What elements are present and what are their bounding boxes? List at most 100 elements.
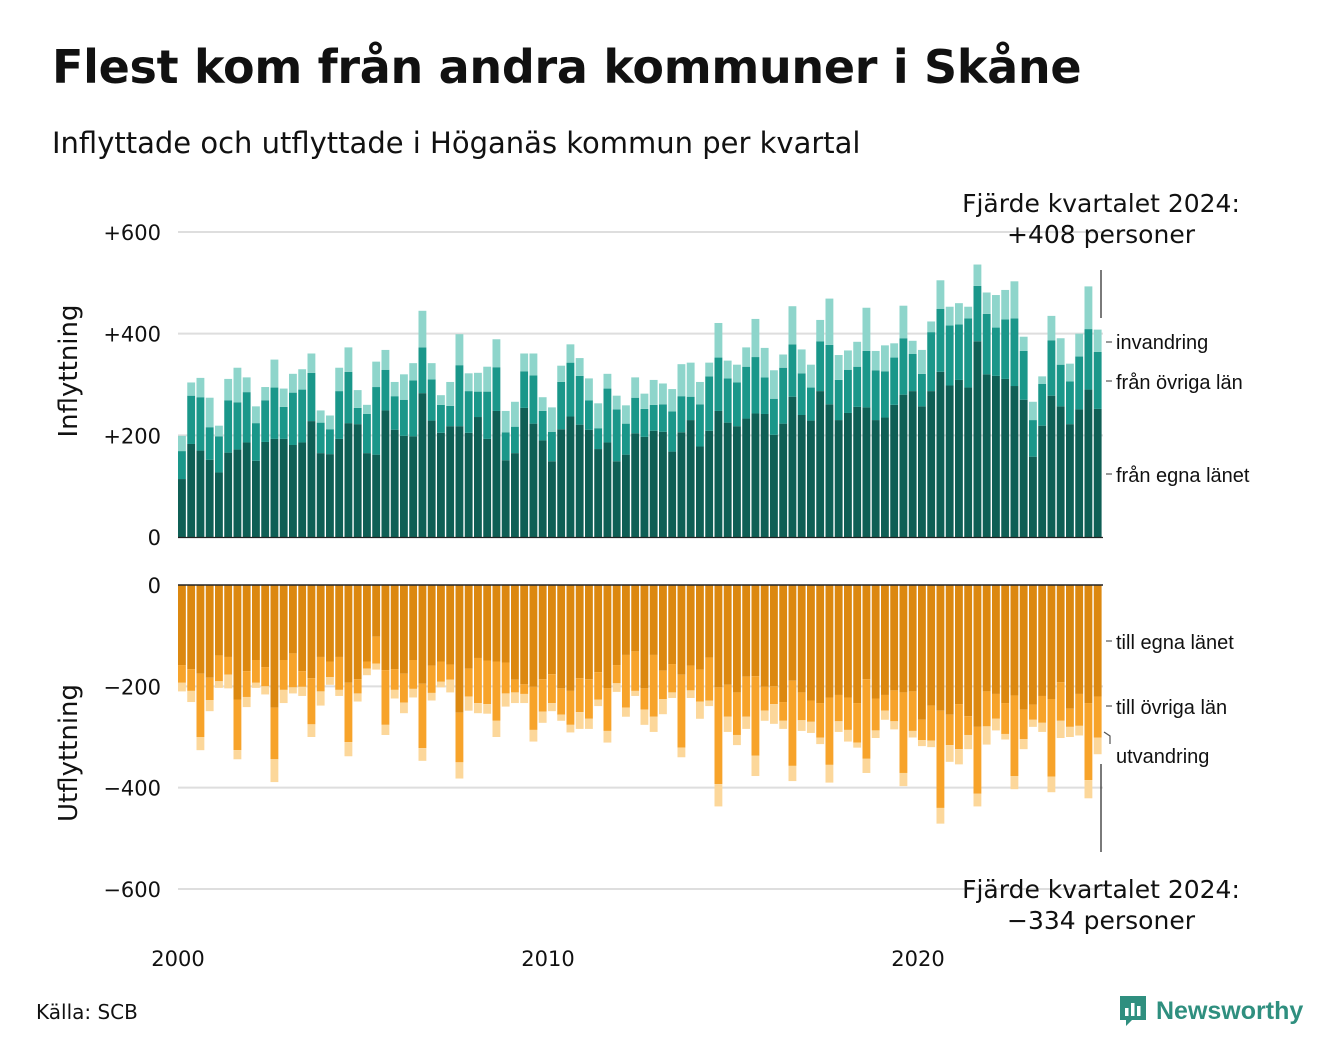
bar-in_ovriga-2002-Q4 [279, 406, 288, 439]
bar-out_utvandring-2020-Q2 [927, 740, 936, 748]
bar-in_invandring-2009-Q4 [538, 397, 547, 411]
bar-out_ovriga-2010-Q4 [575, 678, 584, 713]
bar-out_utvandring-2006-Q2 [409, 688, 418, 698]
bar-out_utvandring-2022-Q3 [1010, 776, 1019, 790]
bar-in_invandring-2002-Q3 [270, 359, 279, 388]
bar-out_ovriga-2013-Q4 [686, 665, 695, 691]
bar-in_egna-2008-Q2 [483, 438, 492, 537]
bar-out_ovriga-2018-Q4 [871, 698, 880, 731]
bar-out_egna-2021-Q1 [955, 585, 963, 705]
bar-in_egna-2022-Q4 [1019, 399, 1028, 537]
bar-in_egna-2019-Q2 [890, 404, 899, 537]
bar-out_utvandring-2017-Q4 [834, 721, 843, 732]
bar-in_ovriga-2016-Q1 [770, 398, 778, 435]
bar-out_egna-2018-Q3 [862, 585, 871, 680]
bar-in_ovriga-2022-Q3 [1010, 318, 1019, 387]
bar-out_utvandring-2023-Q3 [1047, 776, 1056, 793]
bar-in_egna-2008-Q3 [492, 410, 501, 537]
bar-out_ovriga-2017-Q2 [816, 703, 825, 738]
bar-out_egna-2018-Q1 [844, 585, 852, 698]
x-tick-2000: 2000 [151, 947, 204, 971]
bar-in_egna-2024-Q3 [1084, 389, 1093, 537]
bar-in_invandring-2007-Q2 [446, 381, 455, 406]
bar-out_egna-2009-Q3 [529, 585, 538, 687]
bar-out_egna-2000-Q4 [205, 585, 214, 678]
bar-out_egna-2007-Q3 [455, 585, 464, 713]
y-tick-labels: +600 +400 +200 0 0 −200 −400 −600 [103, 221, 161, 902]
bar-in_egna-2008-Q4 [501, 460, 510, 537]
bar-out_utvandring-2014-Q3 [714, 784, 723, 807]
bar-out_egna-2014-Q3 [714, 585, 723, 688]
bar-in_invandring-2004-Q4 [353, 390, 362, 408]
bar-out_ovriga-2009-Q3 [529, 686, 538, 730]
bar-out_ovriga-2000-Q2 [187, 669, 196, 691]
bar-out_utvandring-2001-Q3 [233, 750, 242, 760]
bar-out_egna-2013-Q3 [677, 585, 686, 675]
bar-out_egna-2017-Q2 [816, 585, 825, 704]
bar-out_ovriga-2022-Q2 [1001, 703, 1010, 734]
bar-out_ovriga-2013-Q3 [677, 674, 686, 748]
bar-out_utvandring-2018-Q1 [844, 729, 852, 742]
bar-in_invandring-2001-Q3 [233, 367, 242, 403]
bar-out_ovriga-2014-Q3 [714, 687, 723, 785]
bar-in_egna-2013-Q3 [677, 432, 686, 537]
bar-in_ovriga-2016-Q2 [779, 367, 788, 424]
bar-in_ovriga-2000-Q1 [178, 451, 186, 480]
bar-in_invandring-2018-Q3 [862, 307, 871, 351]
bar-in_ovriga-2019-Q1 [881, 371, 889, 418]
bar-in_egna-2013-Q1 [659, 431, 667, 537]
bar-in_ovriga-2007-Q3 [455, 365, 464, 427]
bar-in_egna-2014-Q3 [714, 410, 723, 537]
bar-out_egna-2015-Q4 [760, 585, 769, 687]
inflow-y-tick: +200 [103, 424, 161, 448]
bar-out_utvandring-2000-Q1 [178, 682, 186, 692]
bar-in_egna-2002-Q3 [270, 438, 279, 537]
bar-out_utvandring-2017-Q1 [807, 721, 815, 733]
bar-in_invandring-2011-Q4 [612, 395, 621, 410]
bar-in_ovriga-2021-Q3 [973, 285, 982, 342]
bar-out_ovriga-2006-Q1 [400, 673, 408, 703]
bar-in_ovriga-2024-Q4 [1093, 351, 1102, 409]
bar-in_egna-2023-Q3 [1047, 395, 1056, 537]
bar-out_utvandring-2007-Q2 [446, 679, 455, 693]
bar-out_egna-2011-Q3 [603, 585, 612, 689]
bar-out_ovriga-2017-Q4 [834, 694, 843, 722]
bar-out_ovriga-2007-Q4 [464, 668, 473, 697]
bar-out_utvandring-2023-Q2 [1038, 722, 1047, 732]
bar-out_egna-2023-Q2 [1038, 585, 1047, 696]
bar-out_utvandring-2017-Q3 [825, 764, 834, 783]
bar-out_egna-2016-Q4 [797, 585, 806, 693]
bar-in_egna-2007-Q2 [446, 426, 455, 537]
bar-out_ovriga-2004-Q4 [353, 679, 362, 694]
bar-out_utvandring-2006-Q3 [418, 748, 427, 761]
bar-in_invandring-2019-Q3 [899, 305, 908, 339]
bar-out_ovriga-2016-Q3 [788, 680, 797, 766]
bar-out_ovriga-2003-Q4 [316, 656, 325, 692]
inflow-bars [178, 264, 1102, 538]
bar-in_invandring-2012-Q1 [622, 405, 630, 424]
bar-in_invandring-2009-Q3 [529, 353, 538, 376]
bar-in_invandring-2003-Q1 [289, 373, 297, 393]
bar-out_egna-2003-Q3 [307, 585, 316, 679]
bar-in_egna-2021-Q1 [955, 379, 963, 537]
bar-in_ovriga-2004-Q3 [344, 371, 353, 424]
bar-out_egna-2003-Q2 [298, 585, 307, 672]
bar-in_ovriga-2017-Q1 [807, 387, 815, 421]
bar-in_ovriga-2000-Q3 [196, 397, 205, 451]
bar-out_utvandring-2002-Q4 [279, 689, 288, 704]
bar-out_egna-2012-Q3 [640, 585, 649, 689]
bar-in_ovriga-2014-Q1 [696, 404, 704, 447]
bar-out_ovriga-2014-Q4 [723, 684, 732, 717]
bar-in_invandring-2010-Q1 [548, 407, 556, 432]
bar-out_ovriga-2011-Q1 [585, 679, 593, 719]
bar-out_utvandring-2011-Q1 [585, 718, 593, 729]
bar-in_ovriga-2020-Q2 [927, 332, 936, 392]
bar-out_ovriga-2003-Q1 [289, 653, 297, 688]
bar-out_egna-2006-Q4 [427, 585, 436, 666]
bar-out_ovriga-2019-Q1 [881, 694, 889, 711]
bar-in_ovriga-2022-Q4 [1019, 350, 1028, 400]
bar-out_egna-2023-Q3 [1047, 585, 1056, 699]
bar-out_utvandring-2011-Q3 [603, 730, 612, 743]
bar-in_egna-2011-Q1 [585, 429, 593, 537]
bar-in_invandring-2019-Q4 [908, 340, 917, 354]
